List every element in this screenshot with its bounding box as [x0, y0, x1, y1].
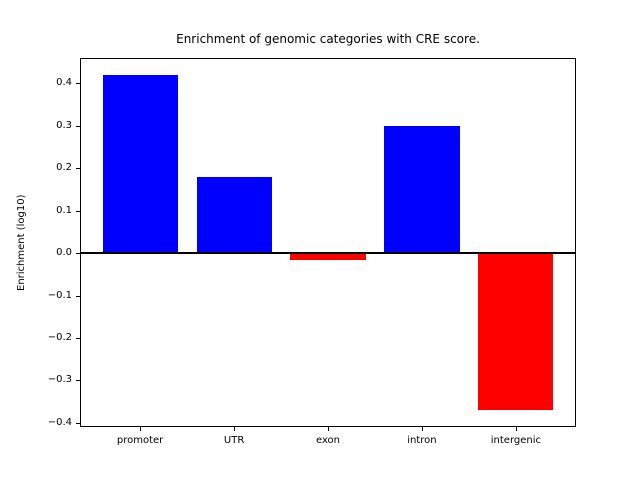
bar-UTR: [196, 176, 272, 254]
y-tick-mark: [76, 422, 80, 424]
x-tick-label-intergenic: intergenic: [490, 435, 542, 446]
chart-title: Enrichment of genomic categories with CR…: [176, 32, 480, 46]
x-tick-mark: [515, 427, 517, 431]
y-tick-label: 0.0: [56, 247, 72, 259]
y-tick-label: −0.4: [47, 416, 72, 428]
x-tick-label-UTR: UTR: [223, 435, 245, 446]
y-tick-label: 0.1: [56, 204, 72, 216]
bar-exon: [290, 253, 366, 261]
x-tick-mark: [234, 427, 236, 431]
x-tick-label-exon: exon: [315, 435, 341, 446]
y-tick-mark: [76, 83, 80, 85]
x-tick-mark: [421, 427, 423, 431]
x-tick-label-intron: intron: [407, 435, 437, 446]
y-tick-mark: [76, 168, 80, 170]
y-tick-label: −0.2: [47, 331, 72, 343]
y-tick-mark: [76, 253, 80, 255]
y-tick-label: 0.3: [56, 119, 72, 131]
y-tick-label: −0.1: [47, 289, 72, 301]
y-tick-mark: [76, 210, 80, 212]
y-tick-label: 0.4: [56, 77, 72, 89]
y-tick-mark: [76, 337, 80, 339]
bar-promoter: [102, 75, 178, 254]
y-tick-mark: [76, 125, 80, 127]
bar-intron: [384, 125, 460, 254]
x-tick-mark: [328, 427, 329, 431]
x-tick-mark: [140, 427, 142, 431]
y-tick-mark: [76, 380, 80, 382]
y-tick-label: 0.2: [56, 162, 72, 174]
x-tick-label-promoter: promoter: [116, 435, 164, 446]
bar-intergenic: [478, 253, 554, 410]
y-axis-label: Enrichment (log10): [16, 194, 27, 291]
zero-line: [80, 252, 576, 255]
plot-area: [80, 58, 576, 427]
y-tick-label: −0.3: [47, 374, 72, 386]
y-tick-mark: [76, 295, 80, 297]
